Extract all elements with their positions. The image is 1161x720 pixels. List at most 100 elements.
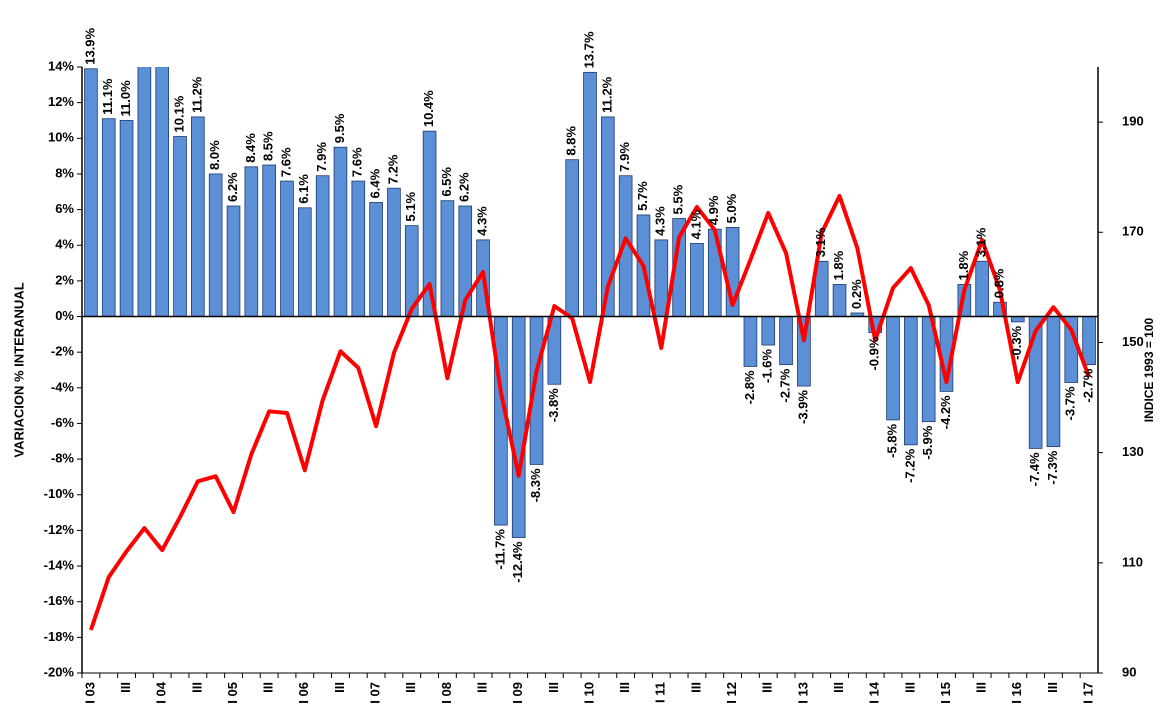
- value-label: -2.7%: [1081, 368, 1096, 402]
- x-tick-label: I 06: [296, 682, 311, 704]
- value-label: -7.2%: [902, 448, 917, 482]
- bar: [565, 159, 579, 317]
- bar: [119, 120, 134, 317]
- value-label: 4.1%: [688, 209, 703, 239]
- value-label: 4.3%: [474, 206, 489, 236]
- y-tick-label: -16%: [44, 593, 75, 608]
- value-label: 8.5%: [261, 131, 276, 161]
- bar: [137, 67, 152, 317]
- bar: [173, 136, 187, 317]
- value-label: 1.8%: [956, 250, 971, 280]
- value-label: -12.4%: [510, 541, 525, 583]
- x-tick-label: III: [261, 682, 276, 693]
- value-label: -4.2%: [938, 395, 953, 429]
- bar: [280, 180, 294, 317]
- value-label: 3.1%: [974, 227, 989, 257]
- bar: [315, 175, 330, 317]
- x-tick-label: III: [403, 682, 418, 693]
- y-tick-label: -4%: [51, 379, 75, 394]
- x-tick-label: I 08: [439, 682, 454, 704]
- bar: [333, 146, 348, 317]
- value-label: 11.1%: [100, 78, 115, 115]
- value-label: 5.7%: [635, 181, 650, 211]
- x-tick-label: I 17: [1081, 682, 1096, 704]
- x-tick-label: III: [831, 682, 846, 693]
- value-label: 7.9%: [314, 142, 329, 172]
- x-tick-label: I 13: [795, 682, 810, 704]
- bar: [351, 180, 366, 317]
- y2-tick-label: 190: [1122, 114, 1144, 129]
- y-tick-label: -2%: [51, 344, 75, 359]
- value-label: -7.4%: [1027, 452, 1042, 486]
- bar: [779, 316, 793, 366]
- bar: [1046, 316, 1061, 448]
- value-label: 7.6%: [350, 147, 365, 177]
- x-tick-label: I 04: [154, 681, 169, 703]
- value-label: 13.9%: [82, 27, 97, 64]
- x-tick-label: III: [474, 682, 489, 693]
- bar: [387, 187, 401, 317]
- x-tick-label: I 09: [510, 682, 525, 704]
- value-label: 7.2%: [385, 154, 400, 184]
- x-tick-label: III: [546, 682, 561, 693]
- y2-tick-label: 150: [1122, 334, 1144, 349]
- value-label: -5.9%: [920, 425, 935, 459]
- bar: [743, 316, 758, 367]
- bar: [975, 260, 989, 317]
- bar: [262, 164, 276, 317]
- y-tick-label: 14%: [48, 58, 74, 73]
- value-label: -0.3%: [1009, 325, 1024, 359]
- value-label: 8.8%: [564, 126, 579, 156]
- value-label: -2.7%: [778, 368, 793, 402]
- x-tick-label: III: [617, 682, 632, 693]
- value-label: -0.9%: [867, 336, 882, 370]
- value-label: 13.7%: [581, 31, 596, 68]
- y-tick-label: -8%: [51, 451, 75, 466]
- bar: [690, 243, 704, 317]
- bar: [440, 200, 455, 317]
- plot-area: [84, 67, 1096, 631]
- value-label: -8.3%: [528, 468, 543, 502]
- value-label: 3.1%: [813, 227, 828, 257]
- value-label: 8.0%: [207, 140, 222, 170]
- bar: [155, 67, 170, 317]
- x-tick-label: I 12: [724, 682, 739, 704]
- y-tick-label: 10%: [48, 130, 74, 145]
- value-label: 5.5%: [671, 184, 686, 214]
- x-tick-label: I 10: [581, 682, 596, 704]
- x-tick-label: I 03: [82, 682, 97, 704]
- value-label: 11.2%: [599, 76, 614, 113]
- value-label: -3.9%: [795, 390, 810, 424]
- y-tick-label: 8%: [55, 165, 74, 180]
- y-tick-label: -10%: [44, 486, 75, 501]
- value-label: 6.5%: [439, 167, 454, 197]
- value-label: -1.6%: [760, 349, 775, 383]
- value-label: 0.8%: [991, 268, 1006, 298]
- value-label: 9.5%: [332, 113, 347, 143]
- y2-tick-label: 110: [1122, 554, 1143, 569]
- y-tick-label: -18%: [44, 629, 75, 644]
- y-tick-label: 12%: [48, 94, 74, 109]
- y-tick-label: 2%: [55, 272, 74, 287]
- value-label: -3.7%: [1063, 386, 1078, 420]
- x-tick-label: III: [118, 682, 133, 693]
- value-label: 6.4%: [368, 168, 383, 198]
- bar: [297, 207, 312, 317]
- y-tick-label: -20%: [44, 664, 75, 679]
- y-tick-label: -6%: [51, 415, 75, 430]
- bar: [84, 68, 98, 317]
- value-label: 4.9%: [706, 195, 721, 225]
- y-axis-title: VARIACION % INTERANUAL: [11, 282, 26, 457]
- value-label: 10.1%: [171, 95, 186, 132]
- x-tick-label: I 11: [653, 682, 668, 703]
- y2-tick-label: 170: [1122, 224, 1144, 239]
- value-label: 6.2%: [457, 172, 472, 202]
- bar: [832, 284, 847, 317]
- bar: [1082, 316, 1096, 366]
- bar: [101, 118, 116, 317]
- x-tick-label: III: [760, 682, 775, 693]
- y-tick-label: 0%: [55, 308, 74, 323]
- x-tick-label: III: [332, 682, 347, 693]
- bar: [761, 316, 776, 346]
